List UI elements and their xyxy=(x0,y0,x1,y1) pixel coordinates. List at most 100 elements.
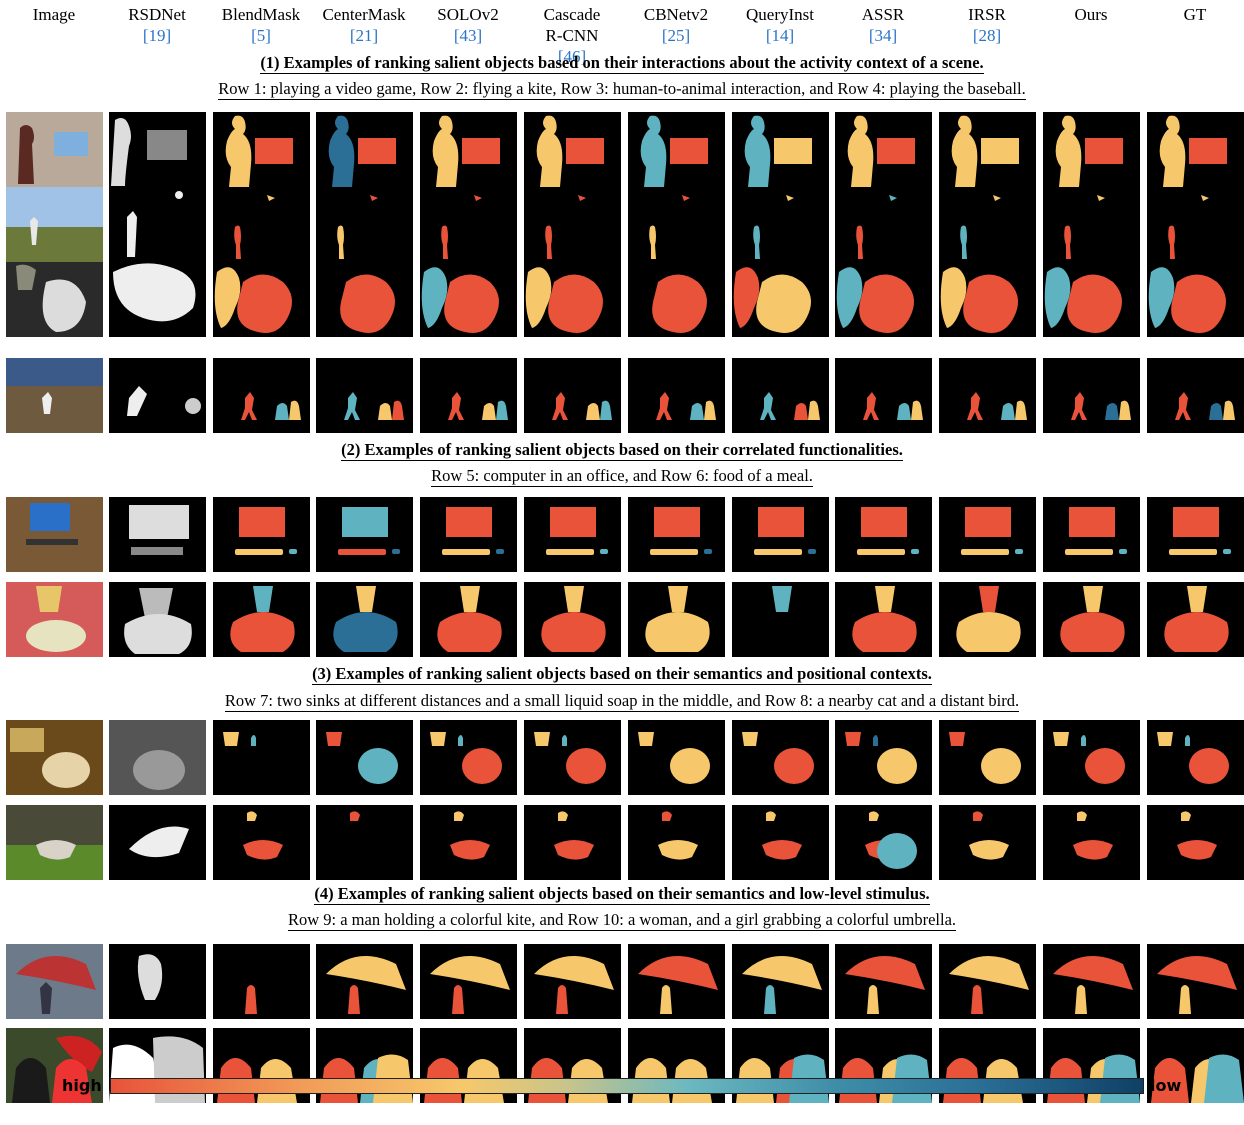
rsdnet-saliency-map-row-4 xyxy=(109,358,206,433)
column-header-7: QueryInst [14] xyxy=(725,4,835,46)
ranking-mask-row-4-col-3 xyxy=(316,358,413,433)
mask-graphic xyxy=(1060,586,1125,652)
ranking-mask-row-8-col-2 xyxy=(213,805,310,880)
colorbar xyxy=(110,1078,1144,1094)
ranking-mask-row-4-col-5 xyxy=(524,358,621,433)
mask-graphic xyxy=(6,720,103,795)
ranking-mask-row-4-col-4 xyxy=(420,358,517,433)
input-image-row-2 xyxy=(6,187,103,262)
mask-graphic xyxy=(951,115,1019,187)
ranking-mask-row-3-col-3 xyxy=(316,262,413,337)
column-header-1: RSDNet [19] xyxy=(102,4,212,46)
mask-graphic xyxy=(863,392,923,420)
ranking-mask-row-5-col-2 xyxy=(213,497,310,572)
mask-graphic xyxy=(1071,392,1131,420)
ranking-mask-row-2-col-10 xyxy=(1043,187,1140,262)
input-image-row-5 xyxy=(6,497,103,572)
mask-graphic xyxy=(652,274,707,333)
ranking-mask-row-7-col-5 xyxy=(524,720,621,795)
column-header-9: IRSR [28] xyxy=(932,4,1042,46)
ranking-mask-row-1-col-4 xyxy=(420,112,517,187)
ranking-mask-row-5-col-9 xyxy=(939,497,1036,572)
ranking-mask-row-7-col-6 xyxy=(628,720,725,795)
mask-graphic xyxy=(857,507,919,555)
column-header-citation: [46] xyxy=(557,47,587,66)
mask-graphic xyxy=(856,195,897,259)
mask-graphic xyxy=(541,586,606,652)
ranking-mask-row-6-col-7 xyxy=(732,582,829,657)
colorbar-high-label: high xyxy=(62,1076,102,1095)
ranking-mask-row-1-col-3 xyxy=(316,112,413,187)
ranking-mask-row-9-col-2 xyxy=(213,944,310,1019)
mask-graphic xyxy=(536,115,604,187)
mask-graphic xyxy=(432,115,500,187)
mask-graphic xyxy=(645,586,710,652)
mask-graphic xyxy=(1175,392,1235,420)
section-2-title: (2) Examples of ranking salient objects … xyxy=(341,440,903,461)
mask-graphic xyxy=(326,732,398,784)
ranking-mask-row-2-col-5 xyxy=(524,187,621,262)
ranking-mask-row-4-col-11 xyxy=(1147,358,1244,433)
column-header-name: RSDNet xyxy=(128,5,186,24)
ranking-mask-row-6-col-5 xyxy=(524,582,621,657)
column-header-0: Image xyxy=(0,4,109,25)
mask-graphic xyxy=(328,115,396,187)
ranking-mask-row-9-col-10 xyxy=(1043,944,1140,1019)
input-image-row-4 xyxy=(6,358,103,433)
ranking-mask-row-8-col-11 xyxy=(1147,805,1244,880)
mask-graphic xyxy=(969,811,1009,860)
ranking-mask-row-4-col-9 xyxy=(939,358,1036,433)
ranking-mask-row-2-col-3 xyxy=(316,187,413,262)
column-header-citation: [19] xyxy=(142,26,172,45)
column-header-citation: [28] xyxy=(972,26,1002,45)
ranking-mask-row-2-col-8 xyxy=(835,187,932,262)
ranking-mask-row-7-col-10 xyxy=(1043,720,1140,795)
mask-graphic xyxy=(109,720,206,795)
column-header-citation: [43] xyxy=(453,26,483,45)
mask-graphic xyxy=(6,805,103,880)
ranking-mask-row-6-col-11 xyxy=(1147,582,1244,657)
mask-graphic xyxy=(127,191,183,257)
mask-graphic xyxy=(545,195,586,259)
column-header-name: CBNetv2 xyxy=(643,5,709,24)
mask-graphic xyxy=(6,187,103,262)
column-header-name: BlendMask xyxy=(221,5,301,24)
column-header-name: SOLOv2 xyxy=(437,5,499,24)
ranking-mask-row-3-col-11 xyxy=(1147,262,1244,337)
ranking-mask-row-1-col-2 xyxy=(213,112,310,187)
mask-graphic xyxy=(1044,267,1122,333)
mask-graphic xyxy=(640,115,708,187)
mask-graphic xyxy=(337,195,378,259)
ranking-mask-row-1-col-11 xyxy=(1147,112,1244,187)
mask-graphic xyxy=(1064,195,1105,259)
ranking-mask-row-2-col-11 xyxy=(1147,187,1244,262)
mask-graphic xyxy=(111,118,187,186)
ranking-mask-row-3-col-2 xyxy=(213,262,310,337)
mask-graphic xyxy=(6,112,103,187)
ranking-mask-row-7-col-11 xyxy=(1147,720,1244,795)
input-image-row-3 xyxy=(6,262,103,337)
mask-graphic xyxy=(235,507,297,555)
mask-graphic xyxy=(245,985,257,1014)
mask-graphic xyxy=(744,115,812,187)
ranking-mask-row-4-col-7 xyxy=(732,358,829,433)
section-1-subtitle: Row 1: playing a video game, Row 2: flyi… xyxy=(218,79,1026,100)
column-header-citation: [14] xyxy=(765,26,795,45)
mask-graphic xyxy=(1073,811,1113,860)
column-header-name: CenterMask xyxy=(322,5,406,24)
mask-graphic xyxy=(836,267,914,333)
rsdnet-saliency-map-row-1 xyxy=(109,112,206,187)
mask-graphic xyxy=(742,956,822,1014)
mask-graphic xyxy=(940,267,1018,333)
mask-graphic xyxy=(1151,1054,1244,1103)
mask-graphic xyxy=(430,732,502,784)
mask-graphic xyxy=(6,582,103,657)
column-header-10: Ours xyxy=(1036,4,1146,25)
ranking-mask-row-8-col-9 xyxy=(939,805,1036,880)
mask-graphic xyxy=(650,507,712,555)
ranking-mask-row-5-col-11 xyxy=(1147,497,1244,572)
mask-graphic xyxy=(448,392,508,420)
column-header-name: Image xyxy=(32,5,76,24)
column-header-citation: [34] xyxy=(868,26,898,45)
ranking-mask-row-3-col-5 xyxy=(524,262,621,337)
